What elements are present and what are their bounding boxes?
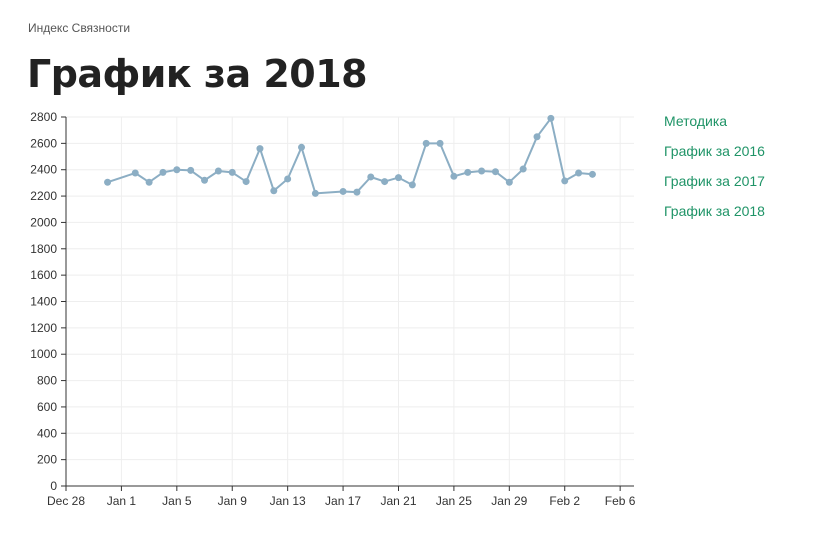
data-point [408, 181, 416, 189]
y-tick-label: 2600 [30, 136, 57, 150]
data-point [436, 139, 444, 147]
data-point [270, 187, 278, 195]
data-point [394, 174, 402, 182]
y-tick-label: 200 [37, 453, 57, 467]
data-point [519, 165, 527, 173]
x-tick-label: Jan 21 [380, 494, 416, 508]
x-tick-label: Jan 25 [436, 494, 472, 508]
data-point [298, 143, 306, 151]
y-tick-label: 1600 [30, 268, 57, 282]
data-point [422, 139, 430, 147]
y-tick-label: 2000 [30, 215, 57, 229]
data-point [478, 167, 486, 175]
nav-link-chart-2017[interactable]: График за 2017 [664, 173, 765, 189]
data-point [284, 175, 292, 183]
data-point [533, 133, 541, 141]
y-tick-label: 0 [50, 479, 57, 493]
line-chart: 0 200 400 600 800 1000 1200 1400 1600 1800 2000 220… [0, 100, 650, 554]
data-point [104, 178, 112, 186]
x-tick-label: Jan 17 [325, 494, 361, 508]
y-tick-label: 2400 [30, 163, 57, 177]
data-point [505, 178, 513, 186]
data-point [214, 167, 222, 175]
x-tick-label: Jan 1 [107, 494, 137, 508]
nav-link-chart-2016[interactable]: График за 2016 [664, 143, 765, 159]
nav-link-methodology[interactable]: Методика [664, 113, 728, 129]
nav-item-chart-2017: График за 2017 [664, 173, 765, 203]
data-point [131, 169, 139, 177]
data-point [547, 114, 555, 122]
data-point [256, 145, 264, 153]
data-point [201, 176, 209, 184]
data-point [339, 187, 347, 195]
nav-item-chart-2018: График за 2018 [664, 203, 765, 233]
data-point [187, 166, 195, 174]
data-point [159, 168, 167, 176]
nav-item-methodology: Методика [664, 113, 765, 143]
y-tick-label: 600 [37, 400, 57, 414]
data-point [145, 178, 153, 186]
y-tick-label: 1400 [30, 295, 57, 309]
data-point [575, 169, 583, 177]
data-point [381, 178, 389, 186]
data-point [367, 173, 375, 181]
nav-links: Методика График за 2016 График за 2017 Г… [664, 113, 765, 233]
x-tick-label: Jan 9 [218, 494, 248, 508]
data-point [561, 177, 569, 185]
data-point [311, 189, 319, 197]
y-tick-label: 1800 [30, 242, 57, 256]
series-line [107, 117, 593, 195]
x-tick-label: Jan 13 [270, 494, 306, 508]
x-tick-label: Jan 29 [491, 494, 527, 508]
data-point [464, 168, 472, 176]
x-tick-label: Feb 6 [605, 494, 636, 508]
y-tick-label: 1000 [30, 347, 57, 361]
data-point [491, 168, 499, 176]
data-point [450, 172, 458, 180]
site-name-link[interactable]: Индекс Связности [28, 21, 131, 35]
x-tick-label: Dec 28 [47, 494, 85, 508]
nav-link-chart-2018[interactable]: График за 2018 [664, 203, 765, 219]
data-point [353, 188, 361, 196]
x-tick-label: Feb 2 [549, 494, 580, 508]
y-tick-label: 800 [37, 374, 57, 388]
y-tick-label: 1200 [30, 321, 57, 335]
data-point [173, 166, 181, 174]
chart-svg: 0 200 400 600 800 1000 1200 1400 1600 1800 2000 220… [30, 110, 636, 508]
y-tick-label: 2200 [30, 189, 57, 203]
y-tick-label: 2800 [30, 110, 57, 124]
y-tick-label: 400 [37, 426, 57, 440]
nav-item-chart-2016: График за 2016 [664, 143, 765, 173]
data-point [588, 170, 596, 178]
x-tick-label: Jan 5 [162, 494, 192, 508]
data-point [242, 178, 250, 186]
data-point [228, 168, 236, 176]
page-title: График за 2018 [27, 52, 368, 96]
